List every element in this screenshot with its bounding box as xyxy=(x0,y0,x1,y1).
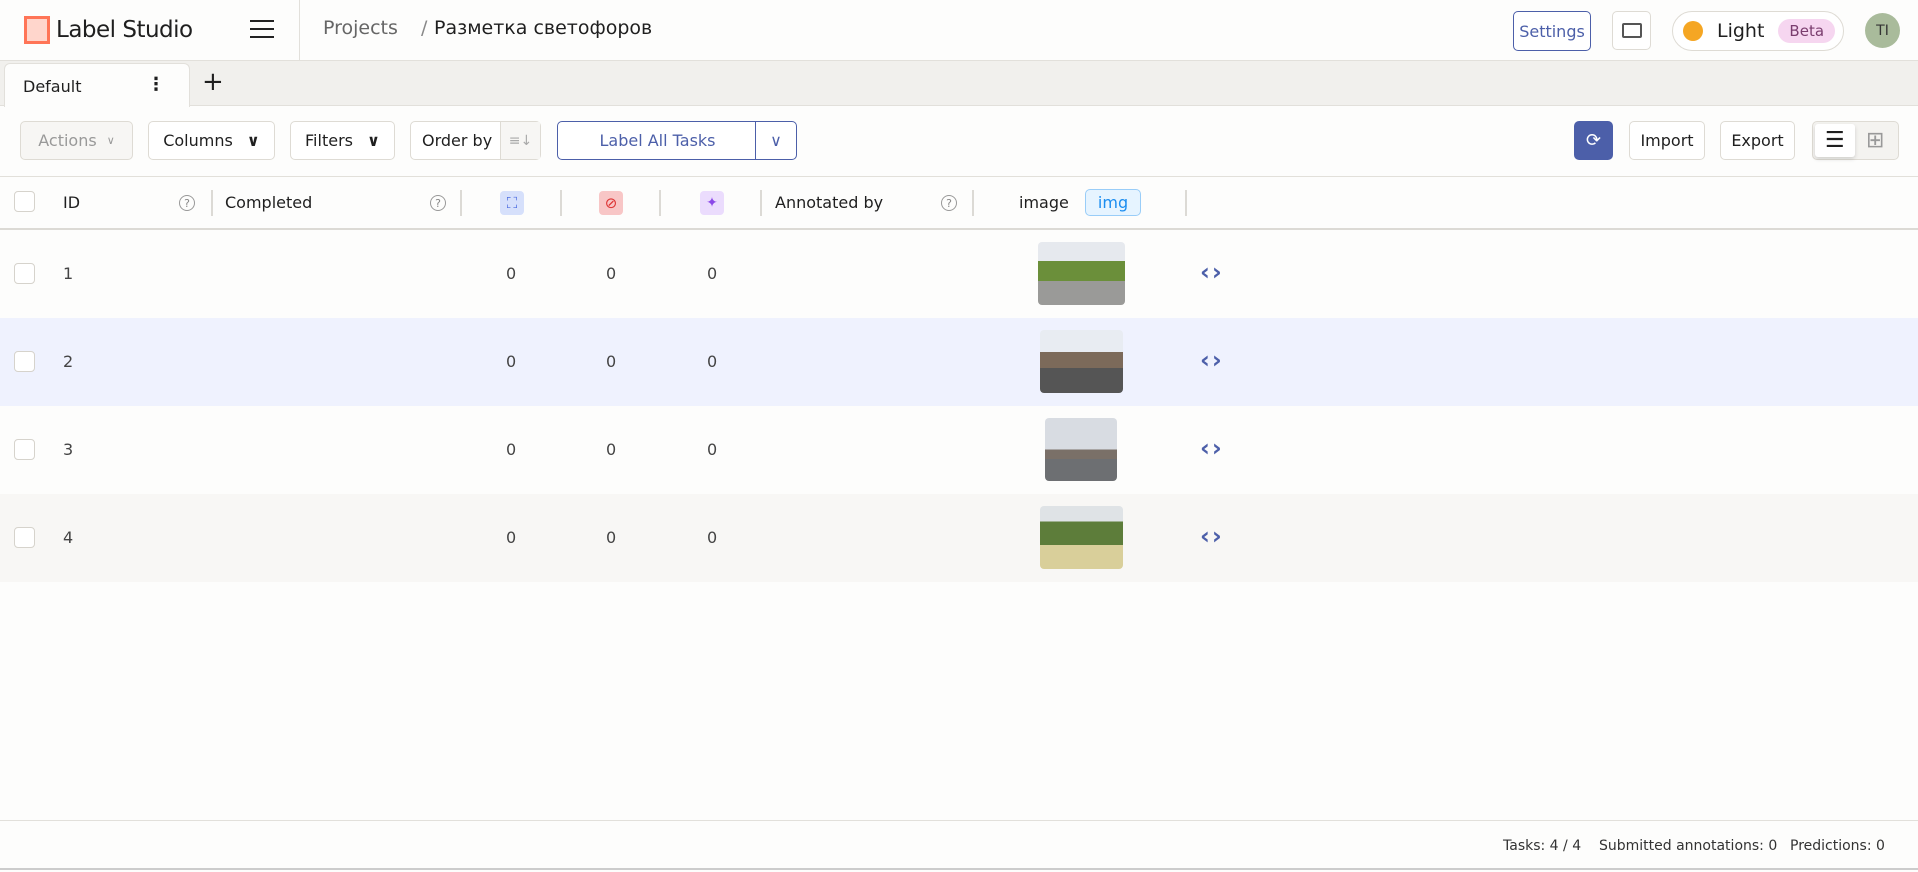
column-id[interactable]: ID xyxy=(63,193,81,212)
predictions: 0 xyxy=(707,352,718,371)
avatar[interactable]: TI xyxy=(1865,13,1900,48)
sun-icon xyxy=(1683,21,1703,41)
breadcrumb-projects[interactable]: Projects xyxy=(323,17,398,39)
tasks-count: Tasks: 4 / 4 xyxy=(1503,838,1582,854)
logo-icon xyxy=(24,16,50,44)
logo[interactable]: Label Studio xyxy=(24,16,193,44)
settings-button[interactable]: Settings xyxy=(1513,11,1591,51)
order-by-button[interactable]: Order by ≡↓ xyxy=(410,121,541,160)
task-id: 1 xyxy=(63,264,74,283)
help-icon[interactable]: ? xyxy=(430,195,446,211)
cancelled-icon[interactable]: ⊘ xyxy=(599,191,623,215)
row-checkbox[interactable] xyxy=(14,527,35,548)
export-button[interactable]: Export xyxy=(1720,121,1795,160)
total-annotations: 0 xyxy=(506,264,517,283)
tab-bar: Default ⋮ + xyxy=(0,61,1918,107)
import-button[interactable]: Import xyxy=(1629,121,1705,160)
footer-status: Tasks: 4 / 4 Submitted annotations: 0 Pr… xyxy=(0,820,1918,870)
column-image[interactable]: image xyxy=(1019,193,1069,212)
cancelled-annotations: 0 xyxy=(606,264,617,283)
label-all-tasks-button[interactable]: Label All Tasks ∨ xyxy=(557,121,797,160)
tab-default[interactable]: Default ⋮ xyxy=(4,63,190,107)
list-view-icon[interactable]: ☰ xyxy=(1815,124,1855,157)
divider xyxy=(299,0,300,61)
add-tab-button[interactable]: + xyxy=(202,67,224,97)
table-row[interactable]: 2 0 0 0 ‹› xyxy=(0,318,1918,406)
toolbar: Actions ∨ Columns ∨ Filters ∨ Order by ≡↓ La… xyxy=(0,106,1918,177)
menu-icon[interactable] xyxy=(250,20,274,40)
help-icon[interactable]: ? xyxy=(941,195,957,211)
breadcrumb-separator: / xyxy=(421,17,428,39)
task-id: 2 xyxy=(63,352,74,371)
image-thumbnail[interactable] xyxy=(1037,242,1125,305)
refresh-icon: ⟳ xyxy=(1585,130,1602,151)
breadcrumb-current: Разметка светофоров xyxy=(434,17,653,39)
image-thumbnail[interactable] xyxy=(1045,418,1117,481)
total-annotations: 0 xyxy=(506,440,517,459)
table-row[interactable]: 3 0 0 0 ‹› xyxy=(0,406,1918,494)
image-type-badge: img xyxy=(1085,189,1141,216)
actions-button[interactable]: Actions ∨ xyxy=(20,121,133,160)
top-header: Label Studio Projects / Разметка светофо… xyxy=(0,0,1918,61)
chevron-down-icon: ∨ xyxy=(366,131,380,150)
row-checkbox[interactable] xyxy=(14,439,35,460)
theme-toggle[interactable]: Light Beta xyxy=(1672,11,1844,51)
chevron-down-icon[interactable]: ∨ xyxy=(755,122,796,159)
total-annotations: 0 xyxy=(506,352,517,371)
select-all-checkbox[interactable] xyxy=(14,191,35,212)
code-icon[interactable]: ‹› xyxy=(1200,522,1224,550)
view-toggle: ☰ ⊞ xyxy=(1812,121,1899,160)
image-thumbnail[interactable] xyxy=(1039,506,1123,569)
chevron-down-icon: ∨ xyxy=(106,134,115,147)
beta-badge: Beta xyxy=(1778,19,1836,43)
code-icon[interactable]: ‹› xyxy=(1200,434,1224,462)
cancelled-annotations: 0 xyxy=(606,440,617,459)
row-checkbox[interactable] xyxy=(14,263,35,284)
keyboard-shortcuts-button[interactable] xyxy=(1612,11,1651,50)
table-header: ID ? Completed ? ⛶ ⊘ ✦ Annotated by ? im… xyxy=(0,177,1918,230)
cancelled-annotations: 0 xyxy=(606,528,617,547)
columns-button[interactable]: Columns ∨ xyxy=(148,121,275,160)
code-icon[interactable]: ‹› xyxy=(1200,258,1224,286)
row-checkbox[interactable] xyxy=(14,351,35,372)
column-completed[interactable]: Completed xyxy=(225,193,313,212)
table-row[interactable]: 1 0 0 0 ‹› xyxy=(0,230,1918,318)
predictions-icon[interactable]: ✦ xyxy=(700,191,724,215)
sort-icon[interactable]: ≡↓ xyxy=(500,122,540,159)
table-row[interactable]: 4 0 0 0 ‹› xyxy=(0,494,1918,582)
more-vertical-icon[interactable]: ⋮ xyxy=(147,74,165,95)
filters-button[interactable]: Filters ∨ xyxy=(290,121,395,160)
keyboard-icon xyxy=(1621,23,1642,38)
cancelled-annotations: 0 xyxy=(606,352,617,371)
predictions: 0 xyxy=(707,440,718,459)
total-annotations-icon[interactable]: ⛶ xyxy=(500,191,524,215)
grid-view-icon[interactable]: ⊞ xyxy=(1866,128,1885,153)
predictions: 0 xyxy=(707,528,718,547)
image-thumbnail[interactable] xyxy=(1039,330,1123,393)
column-annotated-by[interactable]: Annotated by xyxy=(775,193,884,212)
task-id: 4 xyxy=(63,528,74,547)
submitted-annotations-count: Submitted annotations: 0 xyxy=(1599,838,1778,854)
task-id: 3 xyxy=(63,440,74,459)
total-annotations: 0 xyxy=(506,528,517,547)
refresh-button[interactable]: ⟳ xyxy=(1574,121,1613,160)
predictions: 0 xyxy=(707,264,718,283)
help-icon[interactable]: ? xyxy=(179,195,195,211)
chevron-down-icon: ∨ xyxy=(246,131,260,150)
predictions-count: Predictions: 0 xyxy=(1790,838,1885,854)
code-icon[interactable]: ‹› xyxy=(1200,346,1224,374)
